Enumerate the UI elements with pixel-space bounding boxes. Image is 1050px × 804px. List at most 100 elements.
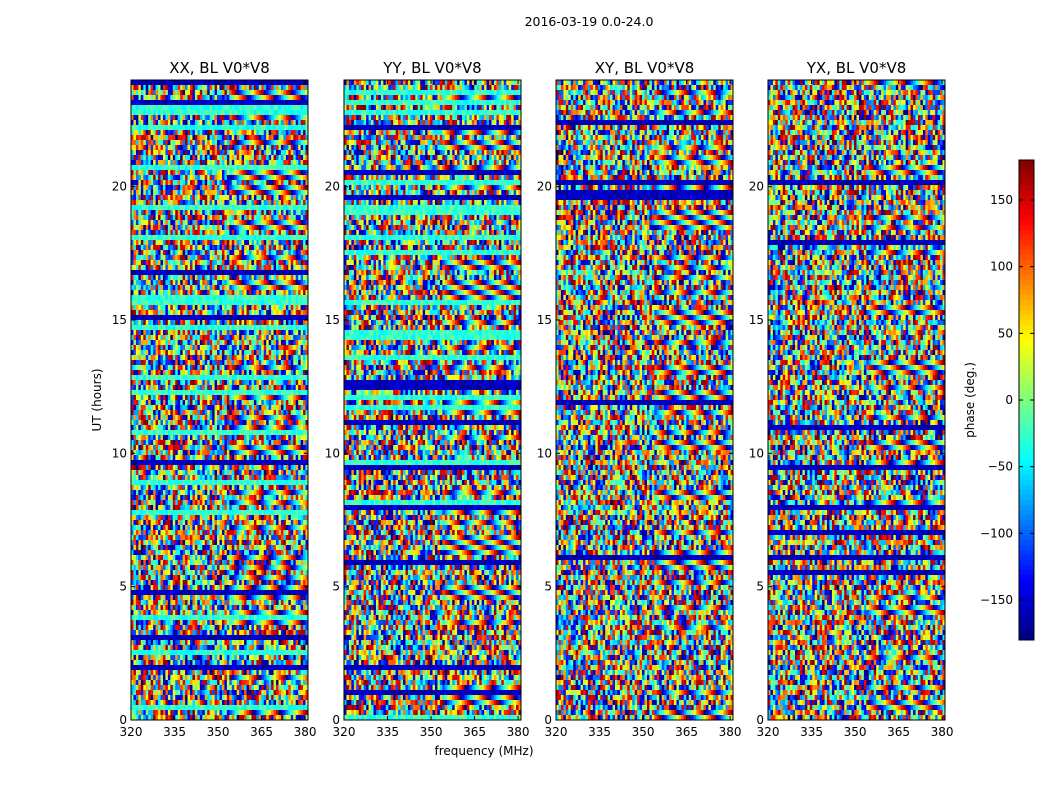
colorbar-tick-label: 50 [998, 326, 1013, 340]
x-tick-label: 365 [463, 725, 486, 739]
x-axis-label: frequency (MHz) [434, 744, 533, 758]
y-axis-label: UT (hours) [90, 368, 104, 431]
colorbar-segment [1019, 435, 1034, 440]
colorbar-segment [1019, 510, 1034, 515]
colorbar-segment [1019, 470, 1034, 475]
colorbar-segment [1019, 210, 1034, 215]
y-tick-label: 15 [112, 313, 127, 327]
colorbar-segment [1019, 305, 1034, 310]
panel-title: XY, BL V0*V8 [595, 59, 695, 77]
colorbar-segment [1019, 170, 1034, 175]
colorbar-segment [1019, 165, 1034, 170]
colorbar-segment [1019, 175, 1034, 180]
colorbar-segment [1019, 440, 1034, 445]
x-tick-label: 320 [545, 725, 568, 739]
x-tick-label: 335 [588, 725, 611, 739]
colorbar-segment [1019, 220, 1034, 225]
colorbar-segment [1019, 620, 1034, 625]
colorbar-segment [1019, 375, 1034, 380]
x-tick-label: 365 [675, 725, 698, 739]
colorbar-segment [1019, 415, 1034, 420]
colorbar-segment [1019, 575, 1034, 580]
y-tick-label: 5 [332, 580, 340, 594]
colorbar-segment [1019, 560, 1034, 565]
colorbar-segment [1019, 445, 1034, 450]
colorbar-tick-label: −100 [980, 526, 1013, 540]
colorbar-segment [1019, 350, 1034, 355]
colorbar-segment [1019, 555, 1034, 560]
phase-image [131, 80, 308, 720]
x-tick-label: 350 [632, 725, 655, 739]
colorbar-segment [1019, 235, 1034, 240]
colorbar-tick-label: 150 [990, 193, 1013, 207]
colorbar-tick-label: 0 [1005, 393, 1013, 407]
colorbar-segment [1019, 550, 1034, 555]
y-tick-label: 0 [119, 713, 127, 727]
y-tick-label: 0 [332, 713, 340, 727]
colorbar-segment [1019, 565, 1034, 570]
colorbar-segment [1019, 450, 1034, 455]
colorbar-tick-label: −50 [988, 460, 1013, 474]
panel-title: YX, BL V0*V8 [806, 59, 907, 77]
colorbar-segment [1019, 530, 1034, 535]
colorbar-segment [1019, 625, 1034, 630]
colorbar-segment [1019, 365, 1034, 370]
colorbar-segment [1019, 255, 1034, 260]
colorbar-segment [1019, 525, 1034, 530]
x-tick-label: 365 [250, 725, 273, 739]
colorbar-segment [1019, 205, 1034, 210]
y-tick-label: 15 [537, 313, 552, 327]
colorbar-segment [1019, 505, 1034, 510]
y-tick-label: 10 [749, 446, 764, 460]
colorbar-segment [1019, 370, 1034, 375]
colorbar-segment [1019, 320, 1034, 325]
colorbar-segment [1019, 180, 1034, 185]
colorbar-segment [1019, 275, 1034, 280]
y-tick-label: 10 [537, 446, 552, 460]
y-tick-label: 0 [756, 713, 764, 727]
colorbar-segment [1019, 630, 1034, 635]
colorbar-segment [1019, 360, 1034, 365]
colorbar-segment [1019, 345, 1034, 350]
x-tick-label: 380 [719, 725, 742, 739]
colorbar-segment [1019, 465, 1034, 470]
colorbar-segment [1019, 425, 1034, 430]
figure-suptitle: 2016-03-19 0.0-24.0 [525, 14, 654, 29]
x-tick-label: 380 [507, 725, 530, 739]
colorbar-segment [1019, 325, 1034, 330]
colorbar-segment [1019, 230, 1034, 235]
y-tick-label: 20 [325, 180, 340, 194]
colorbar-segment [1019, 540, 1034, 545]
colorbar-segment [1019, 245, 1034, 250]
colorbar-tick-label: −150 [980, 593, 1013, 607]
colorbar-segment [1019, 605, 1034, 610]
colorbar-segment [1019, 405, 1034, 410]
colorbar-segment [1019, 190, 1034, 195]
colorbar-segment [1019, 535, 1034, 540]
y-tick-label: 5 [544, 580, 552, 594]
colorbar-segment [1019, 480, 1034, 485]
colorbar-segment [1019, 265, 1034, 270]
colorbar-segment [1019, 355, 1034, 360]
colorbar-segment [1019, 330, 1034, 335]
x-tick-label: 380 [294, 725, 317, 739]
y-tick-label: 0 [544, 713, 552, 727]
colorbar-segment [1019, 315, 1034, 320]
colorbar-segment [1019, 240, 1034, 245]
colorbar-segment [1019, 390, 1034, 395]
colorbar-segment [1019, 280, 1034, 285]
x-tick-label: 320 [333, 725, 356, 739]
y-tick-label: 10 [112, 446, 127, 460]
colorbar-segment [1019, 590, 1034, 595]
colorbar-segment [1019, 310, 1034, 315]
x-tick-label: 380 [931, 725, 954, 739]
x-tick-label: 335 [376, 725, 399, 739]
colorbar-segment [1019, 490, 1034, 495]
colorbar-segment [1019, 420, 1034, 425]
colorbar-segment [1019, 160, 1034, 165]
